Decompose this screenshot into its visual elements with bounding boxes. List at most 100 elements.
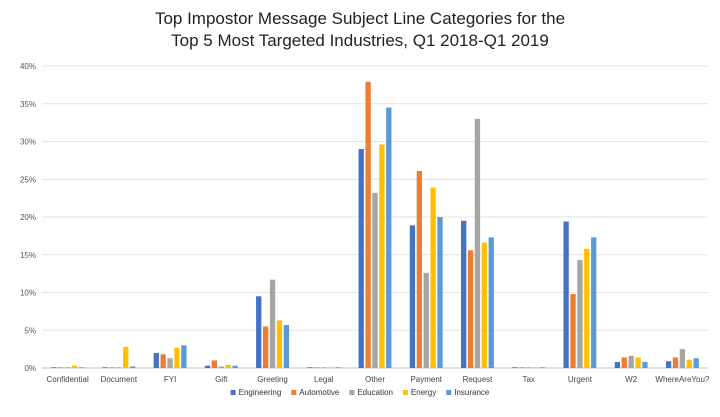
bar bbox=[474, 118, 481, 368]
bar bbox=[276, 320, 283, 368]
bar bbox=[430, 187, 436, 368]
x-tick-label: Legal bbox=[314, 375, 334, 384]
bar bbox=[577, 260, 583, 368]
x-tick-label: Document bbox=[101, 375, 138, 384]
bar bbox=[358, 149, 364, 368]
bar bbox=[153, 352, 159, 368]
bar bbox=[174, 347, 180, 368]
bar bbox=[58, 367, 64, 368]
x-tick-label: Urgent bbox=[568, 375, 593, 384]
bar bbox=[334, 367, 341, 368]
y-tick-label: 30% bbox=[20, 138, 36, 147]
bar bbox=[64, 367, 71, 368]
bar bbox=[232, 365, 238, 368]
bar bbox=[539, 367, 546, 368]
bar bbox=[321, 367, 327, 368]
legend-label: Engineering bbox=[239, 388, 282, 397]
x-tick-label: Other bbox=[365, 375, 385, 384]
legend-swatch bbox=[402, 390, 408, 395]
bar bbox=[71, 365, 78, 368]
chart-title-line-2: Top 5 Most Targeted Industries, Q1 2018-… bbox=[171, 31, 549, 50]
y-tick-label: 40% bbox=[20, 62, 36, 71]
x-tick-label: Gift bbox=[215, 375, 228, 384]
bar bbox=[218, 366, 224, 368]
bar bbox=[314, 367, 320, 368]
bar bbox=[512, 367, 518, 368]
bar bbox=[614, 361, 620, 368]
bar bbox=[283, 324, 289, 368]
y-tick-label: 10% bbox=[20, 289, 36, 298]
bar bbox=[628, 355, 634, 368]
legend-swatch bbox=[446, 390, 452, 395]
bar bbox=[225, 364, 231, 368]
x-tick-label: WhereAreYou? bbox=[655, 375, 710, 384]
bar bbox=[679, 349, 686, 369]
bar bbox=[686, 359, 692, 368]
x-tick-label: Payment bbox=[410, 375, 442, 384]
bar bbox=[665, 361, 672, 368]
y-tick-label: 5% bbox=[24, 326, 36, 335]
legend-swatch bbox=[230, 390, 236, 395]
bar bbox=[372, 192, 378, 368]
bar bbox=[181, 345, 187, 368]
bar bbox=[481, 242, 488, 368]
bar bbox=[123, 346, 129, 368]
bar bbox=[116, 367, 122, 368]
bar bbox=[160, 354, 166, 368]
legend-label: Insurance bbox=[454, 388, 490, 397]
bar bbox=[467, 250, 474, 368]
bar bbox=[526, 367, 532, 368]
bar bbox=[130, 366, 136, 368]
bar bbox=[672, 357, 679, 368]
bar bbox=[570, 294, 576, 368]
y-tick-label: 35% bbox=[20, 100, 36, 109]
bar bbox=[379, 144, 385, 368]
bar bbox=[204, 365, 211, 368]
bar bbox=[109, 367, 115, 368]
y-tick-label: 0% bbox=[24, 364, 36, 373]
bar bbox=[532, 367, 539, 368]
legend-label: Energy bbox=[411, 388, 436, 397]
bar bbox=[211, 360, 218, 368]
legend-swatch bbox=[349, 390, 355, 395]
y-tick-label: 25% bbox=[20, 175, 36, 184]
bar bbox=[635, 357, 641, 368]
legend-label: Automotive bbox=[299, 388, 340, 397]
bar bbox=[423, 272, 429, 368]
bar bbox=[416, 170, 422, 368]
bar bbox=[167, 358, 173, 368]
bar bbox=[328, 367, 334, 368]
bar bbox=[693, 358, 699, 368]
x-tick-label: Confidential bbox=[46, 375, 88, 384]
chart-title-line-1: Top Impostor Message Subject Line Catego… bbox=[154, 9, 566, 28]
x-tick-label: Greeting bbox=[257, 375, 288, 384]
bar bbox=[642, 361, 648, 368]
x-tick-label: FYI bbox=[164, 375, 176, 384]
bar bbox=[269, 279, 276, 368]
bar bbox=[386, 107, 392, 369]
bar bbox=[262, 326, 269, 368]
bar bbox=[102, 367, 108, 368]
bar bbox=[256, 296, 262, 368]
bar bbox=[461, 220, 467, 368]
bar bbox=[563, 221, 569, 368]
bar bbox=[519, 367, 525, 368]
y-tick-label: 15% bbox=[20, 251, 36, 260]
bar bbox=[365, 81, 371, 369]
bar bbox=[78, 367, 85, 368]
legend-swatch bbox=[291, 390, 297, 395]
bar bbox=[621, 357, 627, 368]
bar bbox=[307, 367, 313, 368]
legend-label: Education bbox=[357, 388, 393, 397]
bar bbox=[51, 367, 57, 368]
x-tick-label: W2 bbox=[625, 375, 638, 384]
bar bbox=[591, 237, 597, 368]
x-tick-label: Tax bbox=[522, 375, 534, 384]
bar bbox=[409, 225, 416, 368]
chart-title: Top Impostor Message Subject Line Catego… bbox=[0, 8, 720, 52]
bar bbox=[488, 237, 494, 368]
y-tick-label: 20% bbox=[20, 213, 36, 222]
bar bbox=[437, 217, 443, 368]
